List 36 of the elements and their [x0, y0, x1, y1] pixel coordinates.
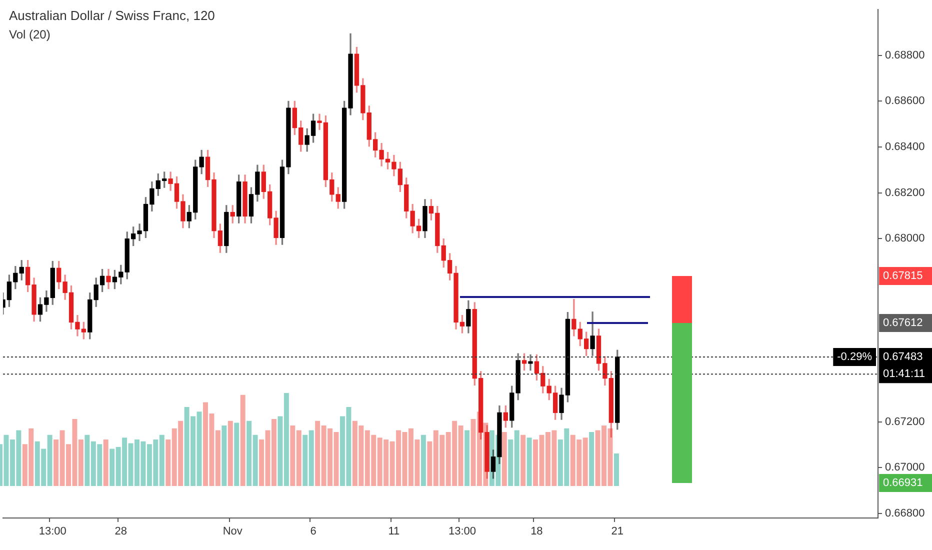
- x-tick-label: 13:00: [38, 526, 66, 538]
- x-tick-label: 18: [530, 526, 543, 538]
- text: 0.67815: [883, 270, 923, 282]
- y-tick-label: 0.67000: [885, 462, 925, 474]
- bar: [240, 394, 246, 486]
- ref-line-label: 01:41:11: [883, 368, 926, 380]
- x-tick-label: 11: [388, 526, 400, 538]
- y-tick-label: 0.68600: [885, 95, 925, 108]
- text: 0.66931: [883, 477, 923, 490]
- bar: [234, 422, 240, 486]
- text: 0.67612: [883, 317, 923, 330]
- bar: [526, 438, 532, 486]
- x-tick-label: 6: [310, 526, 316, 538]
- bar: [502, 432, 507, 486]
- chart-title: Australian Dollar / Swiss Franc, 120: [9, 8, 215, 24]
- y-tick-label: 0.68200: [885, 186, 925, 199]
- bar: [228, 420, 233, 486]
- y-tick-label: 0.68000: [885, 232, 925, 245]
- bar: [103, 440, 108, 486]
- bar: [222, 426, 227, 486]
- x-tick-label: Nov: [222, 526, 243, 538]
- bar: [520, 434, 526, 486]
- bar: [464, 430, 470, 486]
- x-tick-label: 21: [611, 526, 624, 538]
- bar: [614, 453, 619, 486]
- y-tick-label: 0.67200: [885, 416, 925, 428]
- y-tick-label: 0.68800: [885, 49, 925, 62]
- ref-line-label: 0.67483: [883, 351, 923, 364]
- x-tick-label: 13:00: [448, 526, 476, 538]
- bar: [420, 434, 426, 486]
- y-tick-label: 0.66800: [885, 507, 925, 520]
- annotation: -0.29%: [837, 351, 872, 364]
- x-tick-label: 28: [114, 526, 128, 538]
- text: Vol (20): [9, 27, 50, 42]
- y-tick-label: 0.68400: [885, 141, 925, 154]
- bar: [589, 432, 594, 486]
